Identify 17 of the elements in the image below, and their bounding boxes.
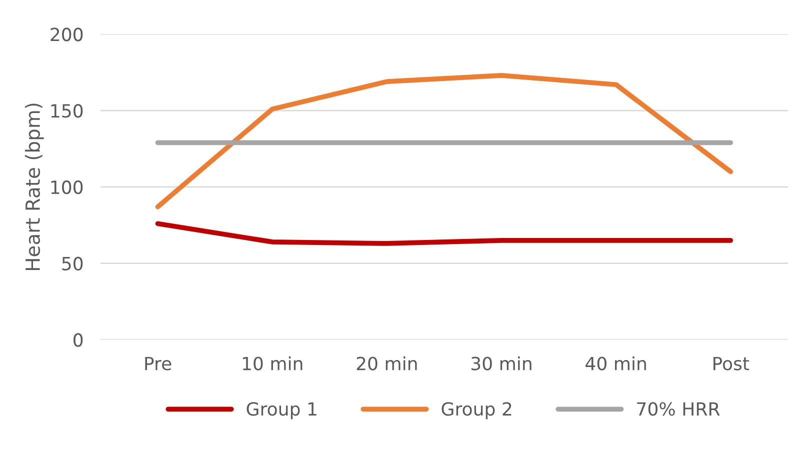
y-tick-label: 150 [51,104,83,118]
x-tick-label: Pre [145,356,172,370]
y-tick-label: 50 [62,256,83,270]
y-tick-label: 200 [50,28,83,42]
y-tick-label: 0 [74,333,83,347]
legend-label: Group 1 [246,402,316,420]
x-tick-label: 30 min [471,356,532,370]
x-tick-label: Post [714,356,750,370]
legend-label: 70% HRR [637,402,720,416]
line-series [155,221,734,246]
legend-label: Group 2 [442,402,512,420]
x-tick-label: 20 min [356,356,417,370]
x-tick-label: 40 min [586,356,646,370]
y-axis-title: Heart Rate (bpm) [24,104,44,270]
y-tick-label: 100 [51,180,83,194]
x-tick-label: 10 min [242,356,302,370]
line-series [155,73,734,210]
